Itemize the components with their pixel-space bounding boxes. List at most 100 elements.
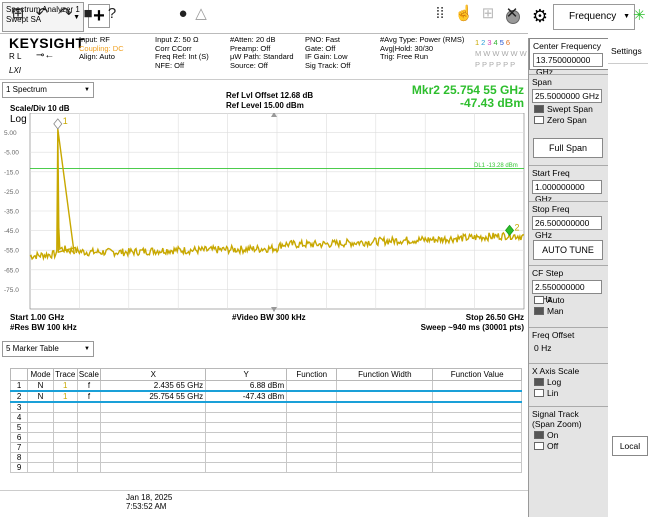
table-cell xyxy=(76,452,102,463)
marker-2-diamond xyxy=(505,224,515,237)
help-icon[interactable]: ? xyxy=(107,5,117,22)
touch-icon[interactable]: ☝ xyxy=(454,5,474,22)
settings-tab[interactable]: Settings xyxy=(608,38,648,64)
table-row[interactable]: 4 xyxy=(9,412,522,423)
fullscreen-icon[interactable]: ✕ xyxy=(505,5,519,22)
table-row[interactable]: 8 xyxy=(9,452,522,463)
y-tick-label: -45.0 xyxy=(4,228,19,235)
menu-select[interactable]: Frequency ▼ xyxy=(553,4,635,30)
info-col-impedance[interactable]: Input Z: 50 Ω Corr CCorr Freq Ref: Int (… xyxy=(155,35,209,70)
full-span-button[interactable]: Full Span xyxy=(533,138,603,158)
cf-step-man-option[interactable]: Man xyxy=(532,306,606,316)
marker-table-header: Y xyxy=(205,368,288,381)
x-axis-log-option[interactable]: Log xyxy=(532,377,606,387)
marker-table-header: X xyxy=(100,368,207,381)
cf-step-value[interactable]: 2.550000000 GHz xyxy=(532,280,602,304)
table-cell xyxy=(336,412,434,423)
x-axis-lin-option[interactable]: Lin xyxy=(532,388,606,398)
y-tick-label: -35.0 xyxy=(4,209,19,216)
trace-status-grid[interactable]: 123456 MWWWWW PPPPPP xyxy=(475,38,529,69)
swept-span-option[interactable]: Swept Span xyxy=(532,104,606,114)
table-cell: 4 xyxy=(9,412,29,423)
add-screen-button[interactable]: + xyxy=(88,4,110,28)
table-cell: 1 xyxy=(52,390,78,403)
zero-span-option[interactable]: Zero Span xyxy=(532,115,606,125)
info-col-avg[interactable]: #Avg Type: Power (RMS) Avg|Hold: 30/30 T… xyxy=(380,35,465,62)
file-icon[interactable]: ■ xyxy=(83,5,93,22)
table-cell xyxy=(100,412,207,423)
auto-tune-button[interactable]: AUTO TUNE xyxy=(533,240,603,260)
table-cell xyxy=(27,462,54,473)
spectrum-plot[interactable]: 5.00 -5.00 -15.0 -25.0 -35.0 -45.0 -55.0 -65.0 -… xyxy=(0,113,528,313)
table-row[interactable]: 2 N 1 f 25.754 55 GHz -47.43 dBm xyxy=(9,390,522,403)
table-row[interactable]: 7 xyxy=(9,442,522,453)
markers: 12 xyxy=(53,116,520,237)
local-button[interactable]: Local xyxy=(612,436,648,456)
marker-table-header: Function xyxy=(286,368,338,381)
start-freq-softkey[interactable]: Start Freq 1.000000000 GHz xyxy=(529,165,609,204)
table-row[interactable]: 5 xyxy=(9,422,522,433)
table-cell xyxy=(286,412,338,423)
span-value[interactable]: 25.5000000 GHz xyxy=(532,89,602,103)
tab-spectrum-analyzer[interactable]: Spectrum Analyzer 1 Swept SA ▼ xyxy=(2,2,84,32)
signal-track-off-option[interactable]: Off xyxy=(532,441,606,451)
table-cell xyxy=(336,452,434,463)
freq-offset-softkey[interactable]: Freq Offset 0 Hz xyxy=(529,327,609,361)
table-row[interactable]: 1 N 1 f 2.435 65 GHz 6.88 dBm xyxy=(9,380,522,392)
table-cell xyxy=(100,401,207,413)
center-frequency-softkey[interactable]: Center Frequency 13.750000000 GHz xyxy=(529,38,609,77)
table-cell: 6 xyxy=(9,432,29,443)
info-col-pno[interactable]: PNO: Fast Gate: Off IF Gain: Low Sig Tra… xyxy=(305,35,351,70)
y-tick-label: 5.00 xyxy=(4,130,17,137)
cf-step-auto-option[interactable]: Auto xyxy=(532,295,606,305)
table-cell xyxy=(205,412,288,423)
chat-icon[interactable]: ● xyxy=(178,5,188,22)
table-cell xyxy=(100,452,207,463)
table-cell xyxy=(205,442,288,453)
gear-icon[interactable]: ⚙ xyxy=(531,6,549,26)
table-cell xyxy=(205,462,288,473)
redo-icon[interactable]: ↷ xyxy=(59,5,73,22)
stop-freq-value[interactable]: 26.500000000 GHz xyxy=(532,216,602,240)
table-cell xyxy=(205,452,288,463)
table-cell xyxy=(286,401,338,413)
undo-icon[interactable]: ↶ xyxy=(35,5,49,22)
table-row[interactable]: 9 xyxy=(9,462,522,473)
table-cell xyxy=(205,401,288,413)
signal-track-softkey[interactable]: Signal Track (Span Zoom) On Off xyxy=(529,406,609,458)
info-col-input[interactable]: Input: RF Coupling: DC Align: Auto xyxy=(79,35,124,62)
start-freq-value[interactable]: 1.000000000 GHz xyxy=(532,180,602,204)
keypad-icon[interactable]: ⁞⁞ xyxy=(435,5,445,22)
table-cell xyxy=(286,442,338,453)
freq-offset-value[interactable]: 0 Hz xyxy=(534,343,552,353)
table-cell xyxy=(100,442,207,453)
window-select-marker-table[interactable]: 5 Marker Table ▼ xyxy=(2,341,94,357)
marker-freq: Mkr2 25.754 55 GHz xyxy=(411,83,524,97)
marker-table-header xyxy=(9,368,29,381)
table-row[interactable]: 3 xyxy=(9,401,522,413)
y-tick-label: -75.0 xyxy=(4,287,19,294)
table-cell xyxy=(27,422,54,433)
display-line-label: DL1 -13.28 dBm xyxy=(474,163,518,169)
marker-table[interactable]: Mode Trace Scale X Y Function Function Width Fu… xyxy=(9,368,522,473)
span-softkey[interactable]: Span 25.5000000 GHz Swept Span Zero Span xyxy=(529,74,609,132)
table-cell: 5 xyxy=(9,422,29,433)
y-tick-labels: 5.00 -5.00 -15.0 -25.0 -35.0 -45.0 -55.0 -65.0 -… xyxy=(4,130,19,294)
cf-step-softkey[interactable]: CF Step 2.550000000 GHz Auto Man xyxy=(529,265,609,323)
marker-amp: -47.43 dBm xyxy=(459,96,524,110)
keysight-logo: KEYSIGHT xyxy=(9,35,85,51)
stop-freq-softkey[interactable]: Stop Freq 26.500000000 GHz xyxy=(529,201,609,240)
x-axis-scale-softkey[interactable]: X Axis Scale Log Lin xyxy=(529,363,609,403)
layout-icon[interactable]: ⊞ xyxy=(481,5,495,22)
info-col-atten[interactable]: #Atten: 20 dB Preamp: Off μW Path: Stand… xyxy=(230,35,294,70)
windows-start-icon[interactable]: ⊞ xyxy=(11,5,25,22)
marker-table-header: Scale xyxy=(76,368,102,381)
center-frequency-value[interactable]: 13.750000000 GHz xyxy=(533,53,603,77)
table-cell: N xyxy=(27,390,54,403)
table-row[interactable]: 6 xyxy=(9,432,522,443)
warning-icon[interactable]: △ xyxy=(195,5,207,22)
window-select-spectrum[interactable]: 1 Spectrum ▼ xyxy=(2,82,94,98)
signal-track-on-option[interactable]: On xyxy=(532,430,606,440)
table-cell xyxy=(336,390,434,403)
spark-icon[interactable]: ✳ xyxy=(633,7,646,24)
